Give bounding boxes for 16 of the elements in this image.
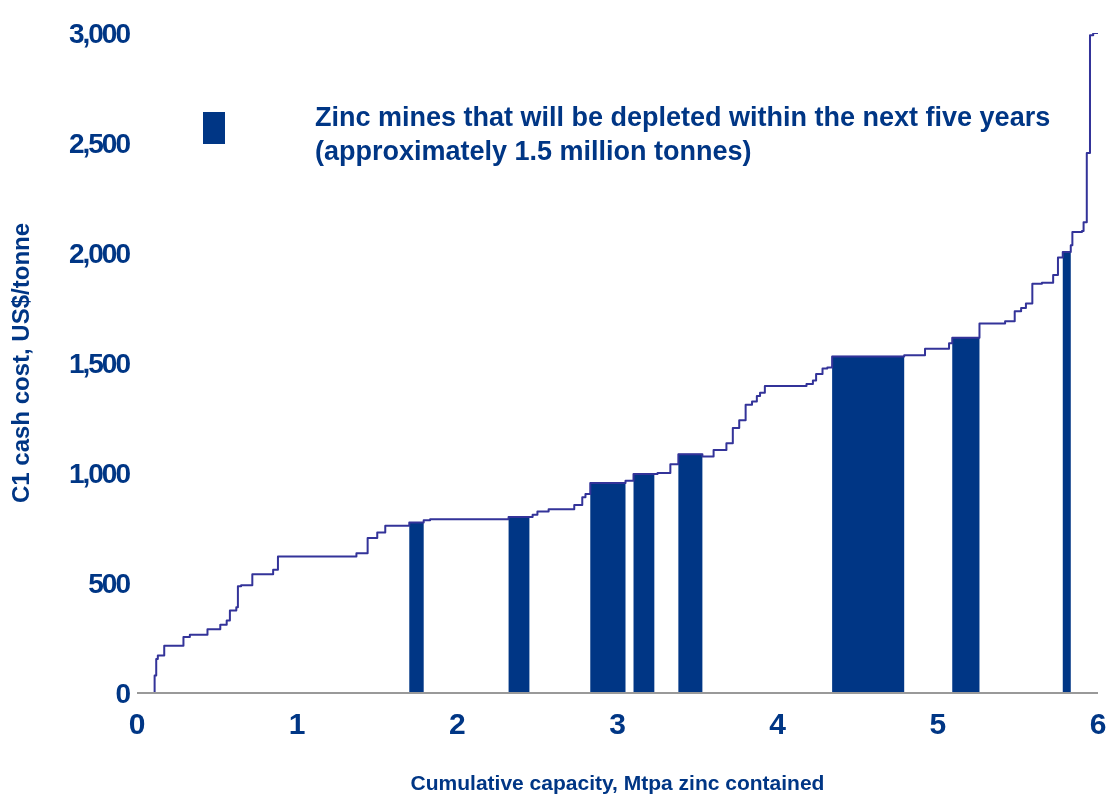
x-tick-label: 3	[609, 707, 626, 741]
y-axis-title: C1 cash cost, US$/tonne	[6, 222, 34, 504]
y-tick-label: 3,000	[68, 17, 131, 49]
x-tick-label: 2	[448, 707, 466, 741]
y-tick-label: 0	[115, 677, 131, 709]
y-tick-label: 2,000	[68, 237, 131, 269]
y-tick-label: 1,500	[68, 347, 131, 379]
x-tick-label: 6	[1089, 707, 1107, 741]
y-tick-label: 1,000	[68, 457, 131, 489]
y-tick-label: 500	[88, 567, 131, 599]
y-tick-label: 2,500	[68, 127, 131, 159]
x-axis-title: Cumulative capacity, Mtpa zinc contained	[410, 771, 825, 794]
x-tick-label: 4	[769, 707, 787, 741]
text: Zinc mines that will be depleted within the next five years (approximately 1.5 million tonnes)	[315, 101, 1052, 168]
x-tick-label: 1	[288, 707, 306, 741]
x-tick-label: 5	[929, 707, 947, 741]
